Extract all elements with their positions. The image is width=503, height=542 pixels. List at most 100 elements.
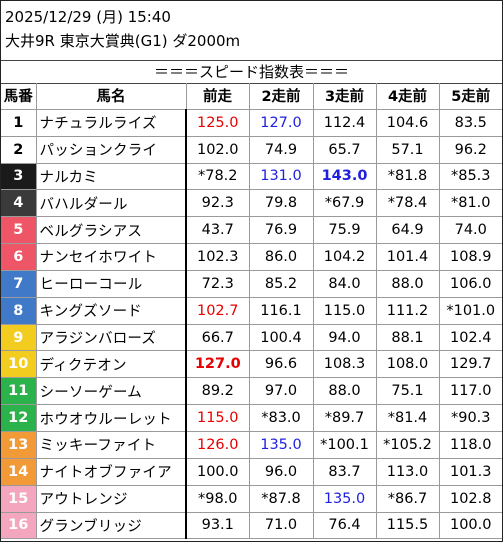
horse-number-cell: 6	[1, 243, 37, 271]
speed-index-cell-2: 131.0	[249, 163, 314, 191]
speed-index-cell-4: 64.9	[376, 216, 440, 245]
speed-index-cell-1: 102.0	[185, 136, 250, 164]
table-title: ＝＝＝スピード指数表＝＝＝	[1, 60, 502, 84]
speed-index-cell-2: 97.0	[249, 377, 314, 406]
col-header-4-races-ago: 4走前	[376, 83, 440, 110]
speed-index-cell-2: 76.9	[249, 216, 314, 245]
table-row: 11 シーソーゲーム 89.2 97.0 88.0 75.1 117.0	[1, 377, 502, 406]
speed-index-cell-5: *101.0	[439, 297, 502, 325]
speed-index-cell-1: 66.7	[185, 324, 250, 352]
speed-index-cell-5: *81.0	[439, 189, 502, 218]
speed-index-cell-4: 111.2	[376, 297, 440, 325]
speed-index-cell-3: 112.4	[313, 109, 377, 137]
horse-number-cell: 5	[1, 216, 37, 245]
speed-index-cell-2: 74.9	[249, 136, 314, 164]
speed-index-cell-4: 108.0	[376, 350, 440, 379]
table-row: 5 ベルグラシアス 43.7 76.9 75.9 64.9 74.0	[1, 216, 502, 245]
speed-index-cell-2: 96.0	[249, 458, 314, 486]
speed-index-cell-3: 115.0	[313, 297, 377, 325]
horse-name-cell: アウトレンジ	[36, 485, 187, 513]
table-row: 2 パッションクライ 102.0 74.9 65.7 57.1 96.2	[1, 136, 502, 164]
col-header-5-races-ago: 5走前	[439, 83, 502, 110]
speed-index-cell-5: 102.4	[439, 324, 502, 352]
speed-index-cell-2: *87.8	[249, 485, 314, 513]
speed-index-cell-3: 135.0	[313, 485, 377, 513]
speed-index-cell-1: 115.0	[185, 404, 250, 432]
speed-index-cell-1: *98.0	[185, 485, 250, 513]
speed-index-cell-4: 104.6	[376, 109, 440, 137]
speed-index-cell-4: 88.0	[376, 270, 440, 298]
speed-index-cell-1: 43.7	[185, 216, 250, 245]
speed-index-cell-5: 74.0	[439, 216, 502, 245]
speed-index-cell-1: 93.1	[185, 512, 250, 540]
horse-number-cell: 2	[1, 136, 37, 164]
table-row: 3 ナルカミ *78.2 131.0 143.0 *81.8 *85.3	[1, 163, 502, 191]
horse-name-cell: アラジンバローズ	[36, 324, 187, 352]
speed-index-cell-4: 113.0	[376, 458, 440, 486]
speed-index-cell-4: 75.1	[376, 377, 440, 406]
speed-index-cell-5: 100.0	[439, 512, 502, 540]
table-row: 14 ナイトオブファイア 100.0 96.0 83.7 113.0 101.3	[1, 458, 502, 486]
speed-index-cell-4: *105.2	[376, 431, 440, 459]
horse-name-cell: ミッキーファイト	[36, 431, 187, 459]
horse-name-cell: グランブリッジ	[36, 512, 187, 540]
speed-index-cell-5: 129.7	[439, 350, 502, 379]
speed-index-cell-3: 76.4	[313, 512, 377, 540]
speed-index-cell-5: 106.0	[439, 270, 502, 298]
speed-index-cell-4: *86.7	[376, 485, 440, 513]
speed-index-cell-4: 88.1	[376, 324, 440, 352]
horse-number-cell: 11	[1, 377, 37, 406]
speed-index-cell-3: 75.9	[313, 216, 377, 245]
horse-name-cell: バハルダール	[36, 189, 187, 218]
table-row: 1 ナチュラルライズ 125.0 127.0 112.4 104.6 83.5	[1, 109, 502, 137]
speed-index-cell-5: 108.9	[439, 243, 502, 271]
speed-index-cell-3: 83.7	[313, 458, 377, 486]
speed-index-cell-2: 116.1	[249, 297, 314, 325]
table-row: 13 ミッキーファイト 126.0 135.0 *100.1 *105.2 118.0	[1, 431, 502, 459]
datetime-label: 2025/12/29 (月) 15:40	[5, 8, 171, 26]
horse-name-cell: ホウオウルーレット	[36, 404, 187, 432]
speed-index-cell-2: *83.0	[249, 404, 314, 432]
table-row: 6 ナンセイホワイト 102.3 86.0 104.2 101.4 108.9	[1, 243, 502, 271]
speed-index-cell-2: 85.2	[249, 270, 314, 298]
speed-index-cell-2: 135.0	[249, 431, 314, 459]
speed-index-cell-1: 102.3	[185, 243, 250, 271]
speed-index-cell-1: 126.0	[185, 431, 250, 459]
col-header-name: 馬名	[36, 83, 187, 110]
table-row: 12 ホウオウルーレット 115.0 *83.0 *89.7 *81.4 *90.3	[1, 404, 502, 432]
horse-name-cell: ナンセイホワイト	[36, 243, 187, 271]
horse-name-cell: ベルグラシアス	[36, 216, 187, 245]
speed-index-cell-5: 101.3	[439, 458, 502, 486]
horse-name-cell: ナルカミ	[36, 163, 187, 191]
speed-index-cell-5: 118.0	[439, 431, 502, 459]
speed-index-cell-1: 92.3	[185, 189, 250, 218]
table-row: 10 ディクテオン 127.0 96.6 108.3 108.0 129.7	[1, 350, 502, 379]
col-header-3-races-ago: 3走前	[313, 83, 377, 110]
speed-index-cell-5: 102.8	[439, 485, 502, 513]
speed-index-cell-4: *81.8	[376, 163, 440, 191]
race-info-label: 大井9R 東京大賞典(G1) ダ2000m	[5, 32, 241, 50]
speed-index-cell-3: *67.9	[313, 189, 377, 218]
speed-index-cell-3: 88.0	[313, 377, 377, 406]
horse-number-cell: 14	[1, 458, 37, 486]
speed-index-cell-1: 100.0	[185, 458, 250, 486]
horse-name-cell: キングズソード	[36, 297, 187, 325]
table-row: 4 バハルダール 92.3 79.8 *67.9 *78.4 *81.0	[1, 189, 502, 218]
horse-number-cell: 13	[1, 431, 37, 459]
speed-index-cell-2: 127.0	[249, 109, 314, 137]
horse-number-cell: 7	[1, 270, 37, 298]
speed-index-cell-3: 65.7	[313, 136, 377, 164]
speed-index-cell-4: 57.1	[376, 136, 440, 164]
horse-number-cell: 3	[1, 163, 37, 191]
speed-index-cell-5: *90.3	[439, 404, 502, 432]
speed-index-cell-2: 100.4	[249, 324, 314, 352]
speed-index-table: 馬番 馬名 前走 2走前 3走前 4走前 5走前 1 ナチュラルライズ 125.0 1…	[1, 83, 502, 540]
table-row: 16 グランブリッジ 93.1 71.0 76.4 115.5 100.0	[1, 512, 502, 540]
speed-index-cell-3: *100.1	[313, 431, 377, 459]
speed-index-cell-4: 115.5	[376, 512, 440, 540]
horse-number-cell: 15	[1, 485, 37, 513]
horse-number-cell: 12	[1, 404, 37, 432]
horse-number-cell: 9	[1, 324, 37, 352]
speed-index-cell-1: 102.7	[185, 297, 250, 325]
